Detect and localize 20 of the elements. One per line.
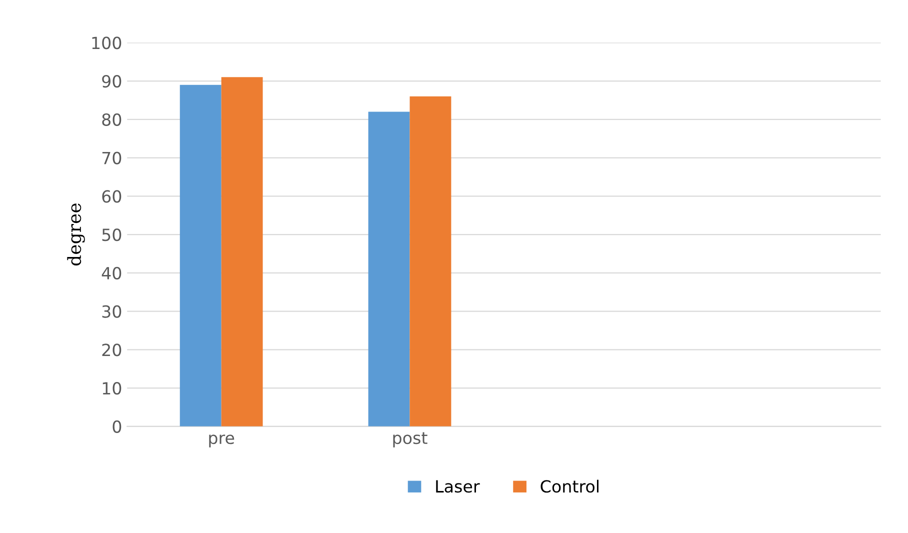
y-axis-title: degree [67,204,85,266]
y-tick-label: 50 [102,228,122,242]
y-tick-label: 80 [102,113,122,126]
bar [221,77,263,426]
bar [180,84,222,426]
x-tick-label: pre [209,434,234,448]
y-tick-label: 60 [102,190,122,203]
y-tick-label: 70 [102,152,122,164]
y-tick-label: 20 [102,344,122,356]
bar [368,112,410,426]
x-tick-label: post [393,432,428,448]
y-tick-label: 90 [102,74,122,88]
y-tick-label: 10 [102,382,122,395]
y-tick-label: 100 [92,36,122,50]
bar [410,96,452,426]
y-tick-label: 0 [112,420,122,433]
y-tick-label: 40 [102,266,122,280]
legend-label: Laser [436,480,480,493]
legend-label: Control [540,480,598,493]
y-tick-label: 30 [102,305,122,318]
